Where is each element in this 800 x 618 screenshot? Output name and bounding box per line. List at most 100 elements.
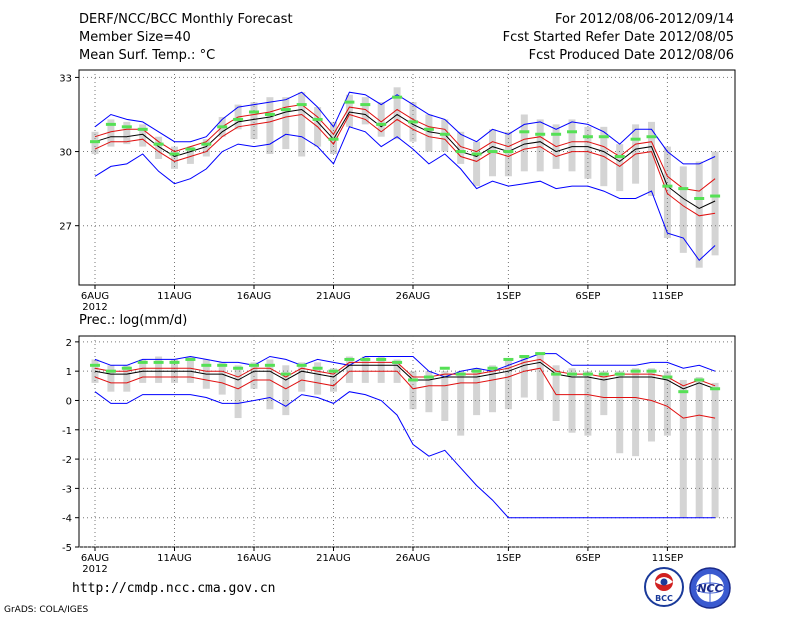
spread-bar (679, 166, 687, 253)
forecast-started-date: Fcst Started Refer Date 2012/08/05 (502, 30, 734, 45)
spread-bar (345, 94, 353, 127)
precip-panel-title: Prec.: log(mm/d) (79, 313, 187, 328)
y-tick-label: 30 (59, 148, 72, 159)
spread-bar (568, 119, 576, 172)
spread-bar (250, 362, 258, 389)
spread-bar (155, 136, 163, 159)
ncc-logo-icon: NCC (689, 567, 731, 609)
spread-bar (393, 87, 401, 140)
x-tick-label: 6AUG (81, 553, 109, 564)
y-tick-label: -3 (62, 484, 72, 495)
spread-bar (679, 379, 687, 518)
spread-bar (711, 382, 719, 518)
spread-bar (218, 362, 226, 395)
spread-bar (473, 141, 481, 187)
spread-bar (107, 365, 115, 392)
y-tick-label: -2 (62, 455, 72, 466)
member-size: Member Size=40 (79, 30, 191, 45)
x-tick-label: 6AUG (81, 291, 109, 302)
bcc-logo-icon: BCC (644, 567, 684, 607)
spread-bar (584, 126, 592, 179)
x-tick-label: 16AUG (237, 291, 272, 302)
series-line-min (94, 126, 716, 262)
spread-bar (536, 119, 544, 172)
x-tick-label: 21AUG (316, 553, 351, 564)
spread-bar (377, 356, 385, 383)
x-tick-label: 11AUG (157, 291, 192, 302)
spread-bar (425, 114, 433, 152)
y-tick-label: 33 (59, 73, 72, 84)
spread-bar (632, 368, 640, 457)
spread-bar (171, 146, 178, 169)
spread-bar (266, 359, 274, 410)
series-line-upper (94, 104, 716, 192)
x-tick-label: 1SEP (496, 553, 521, 564)
spread-bar (441, 371, 449, 421)
spread-bar (282, 97, 290, 150)
y-tick-label: 2 (66, 338, 72, 349)
bcc-logo-text: BCC (655, 594, 673, 603)
spread-bar (139, 124, 147, 147)
x-tick-label: 11SEP (652, 553, 683, 564)
y-tick-label: 27 (59, 222, 72, 233)
x-year-label: 2012 (82, 564, 107, 575)
plot-frame (78, 69, 736, 286)
series-line-max (94, 91, 716, 165)
spread-bar (250, 102, 258, 140)
spread-bar (330, 368, 337, 392)
grads-credit: GrADS: COLA/IGES (4, 605, 89, 615)
spread-bar (345, 356, 353, 383)
spread-bar (552, 365, 560, 421)
spread-bar (536, 353, 544, 401)
spread-bar (186, 146, 194, 164)
x-tick-label: 6SEP (575, 553, 600, 564)
spread-bar (584, 371, 592, 436)
spread-bar (202, 139, 210, 157)
spread-bar (282, 365, 290, 416)
y-tick-label: -5 (62, 543, 72, 554)
variable-label: Mean Surf. Temp.: °C (79, 48, 216, 63)
spread-bar (695, 161, 703, 268)
x-tick-label: 11SEP (652, 291, 683, 302)
spread-bar (711, 151, 719, 256)
spread-bar (457, 371, 465, 436)
spread-bar (155, 356, 163, 383)
spread-bar (186, 356, 194, 383)
y-tick-label: 0 (66, 396, 72, 407)
spread-bar (648, 368, 655, 442)
spread-bar (648, 121, 655, 197)
spread-bar (663, 371, 671, 436)
chart-panel-temperature: 27 30 33 6AUG 11AUG 16AUG 21AUG 26AUG 1SEP 6SEP 11… (59, 69, 736, 313)
series-line-min (94, 391, 716, 519)
source-url[interactable]: http://cmdp.ncc.cma.gov.cn (72, 581, 276, 596)
spread-bar (409, 371, 417, 410)
series-line-lower (94, 367, 716, 419)
x-tick-label: 11AUG (157, 553, 192, 564)
spread-bar (314, 362, 322, 395)
chart-title: DERF/NCC/BCC Monthly Forecast (79, 12, 293, 27)
y-tick-label: -4 (62, 514, 72, 525)
spread-bar (520, 114, 528, 172)
spread-bar (234, 365, 242, 419)
x-tick-label: 26AUG (396, 291, 431, 302)
spread-bar (123, 365, 131, 392)
spread-bar (425, 371, 433, 413)
x-tick-label: 21AUG (316, 291, 351, 302)
spread-bar (298, 92, 306, 157)
series-line-lower (94, 113, 716, 217)
spread-bar (695, 377, 703, 518)
spread-bar (457, 131, 465, 164)
x-year-label: 2012 (82, 302, 107, 313)
spread-bar (520, 356, 528, 398)
x-tick-label: 26AUG (396, 553, 431, 564)
y-tick-label: 1 (66, 367, 72, 378)
spread-bar (473, 368, 481, 416)
series-line-upper (94, 358, 716, 387)
spread-bar (377, 102, 385, 137)
spread-bar (107, 119, 115, 147)
y-tick-label: -1 (62, 426, 72, 437)
spread-bar (361, 356, 369, 383)
